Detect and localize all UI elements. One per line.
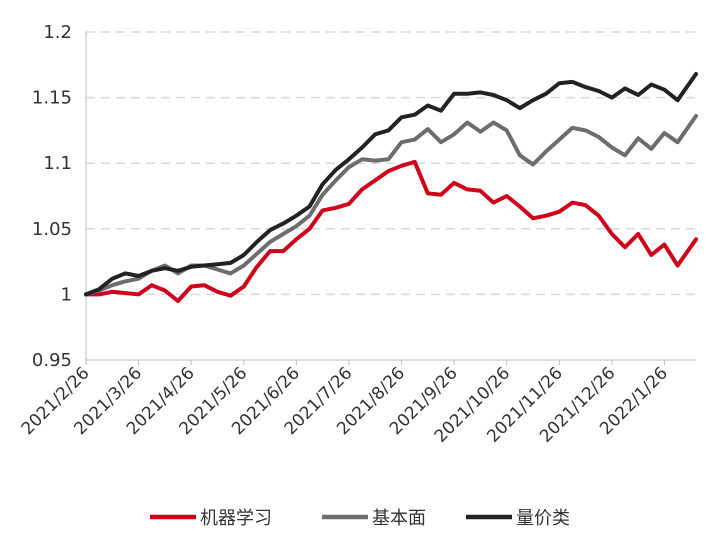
y-tick-label: 1.05 bbox=[32, 219, 72, 240]
y-tick-label: 0.95 bbox=[32, 350, 72, 371]
y-tick-label: 1.2 bbox=[43, 22, 72, 43]
y-tick-labels: 0.95 1 1.05 1.1 1.15 1.2 bbox=[32, 22, 72, 371]
legend-label: 基本面 bbox=[372, 508, 426, 529]
legend-label: 机器学习 bbox=[200, 508, 272, 529]
legend-label: 量价类 bbox=[516, 508, 570, 529]
series-line-3 bbox=[84, 72, 698, 297]
series-line-2 bbox=[84, 114, 698, 297]
y-tick-label: 1.15 bbox=[32, 88, 72, 109]
gridlines bbox=[86, 31, 696, 296]
x-tick-labels: 2021/2/262021/3/262021/4/262021/5/262021… bbox=[18, 360, 672, 447]
y-tick-label: 1.1 bbox=[43, 153, 72, 174]
legend: 机器学习 基本面 量价类 bbox=[150, 508, 570, 529]
axes bbox=[85, 32, 696, 361]
series-lines bbox=[84, 72, 698, 303]
series-line-1 bbox=[84, 159, 698, 303]
y-tick-label: 1 bbox=[61, 284, 72, 305]
